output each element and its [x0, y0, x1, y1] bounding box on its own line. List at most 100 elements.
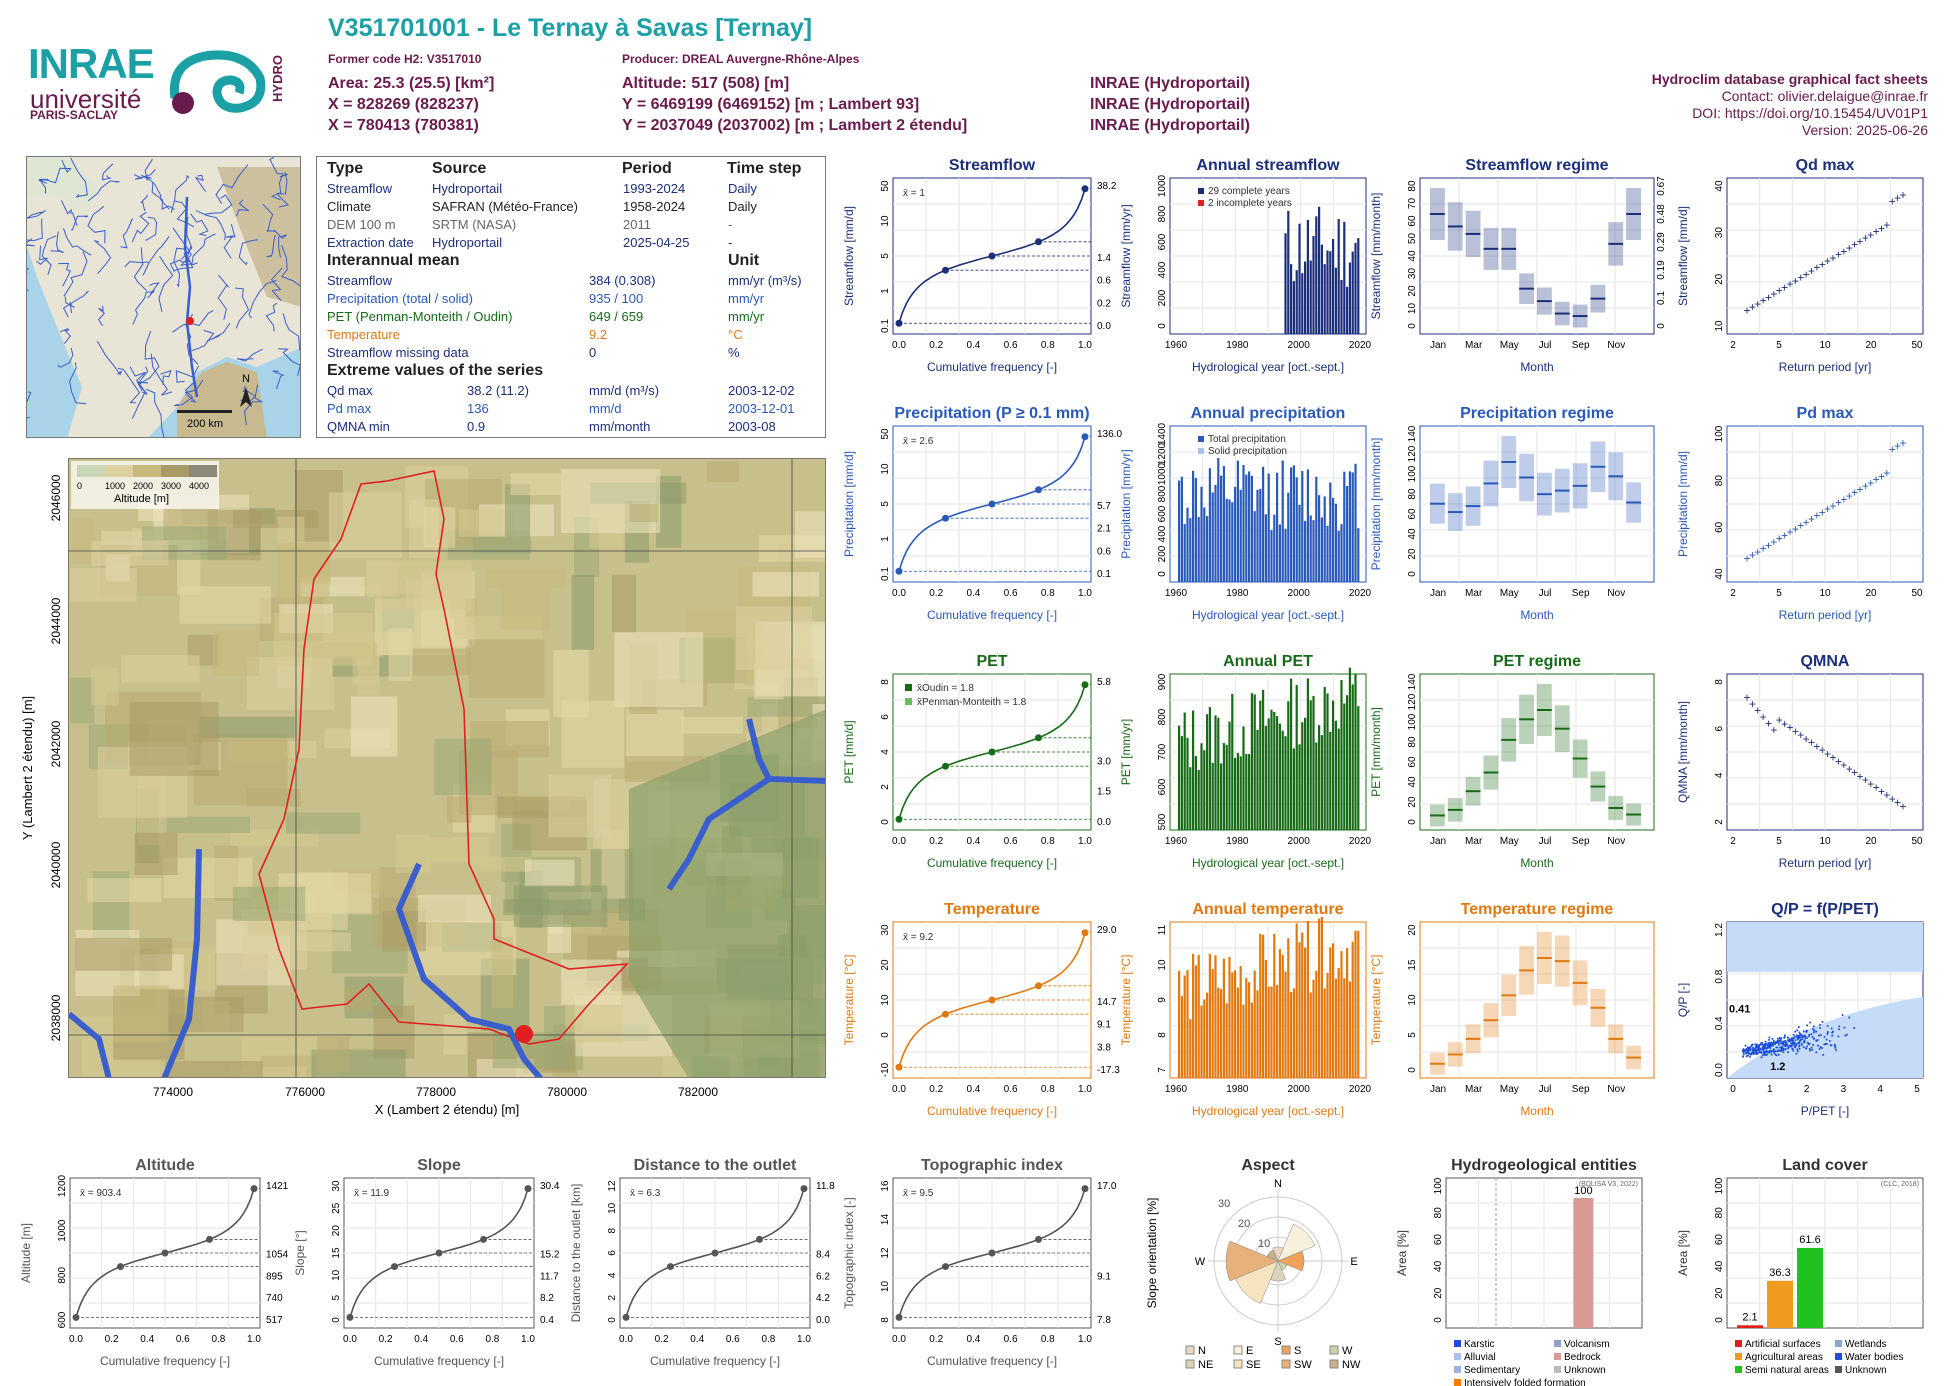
river-line — [234, 287, 250, 329]
direction-label: S — [1274, 1336, 1281, 1348]
annual_pet-chart: Annual PET Hydrological year [oct.-sept.]… — [1119, 653, 1372, 870]
y-tick: 11 — [1157, 924, 1168, 935]
annual-bar — [1318, 725, 1321, 830]
annual-bar — [1295, 685, 1298, 830]
x-tick: 0.8 — [761, 1334, 775, 1345]
x-tick: 50 — [1911, 340, 1923, 351]
annual-bar — [1192, 710, 1195, 830]
annual-bar — [1320, 735, 1323, 830]
annual-bar — [1354, 463, 1357, 582]
annual-bar — [1228, 499, 1231, 582]
month-tick: Jul — [1539, 1084, 1552, 1095]
terrain-patch — [276, 542, 330, 601]
right-tick: 4.2 — [816, 1293, 830, 1304]
annual-bar — [1267, 718, 1270, 830]
y-tick: 12 — [607, 1180, 618, 1192]
temperature-chart: Temperature Cumulative frequency [-] Tempe… — [842, 901, 1120, 1118]
altitude-legend-swatch — [133, 465, 161, 477]
data-point: + — [1851, 238, 1858, 252]
river-line — [142, 236, 170, 276]
y-tick: 600 — [1157, 233, 1168, 250]
annual-bar — [1340, 679, 1343, 830]
annual-bar — [1309, 260, 1312, 334]
data-point — [1771, 1044, 1774, 1047]
data-point — [1826, 1031, 1829, 1034]
month-tick: May — [1500, 836, 1519, 847]
annual-bar — [1192, 470, 1195, 582]
river-line — [144, 330, 160, 379]
x-tick: 0.8 — [1041, 1084, 1055, 1095]
qp_ppet-chart: Q/P = f(P/PET) P/PET [-] Q/P [-] 0 1 2 3 4 5 1.2 0… — [1676, 901, 1924, 1118]
y-axis-label: Temperature [°C] — [1369, 955, 1383, 1046]
river-line — [57, 347, 74, 368]
terrain-patch — [376, 560, 472, 610]
y-axis-label: Area [%] — [1676, 1230, 1690, 1276]
y-axis-label: Streamflow [mm/d] — [1676, 206, 1690, 306]
river-line — [87, 205, 106, 244]
river-line — [236, 199, 250, 217]
river-line — [190, 213, 209, 236]
river-line — [184, 379, 204, 403]
version: Version: 2025-06-26 — [1801, 122, 1928, 138]
annual-bar — [1267, 473, 1270, 582]
data-point — [1834, 1046, 1837, 1049]
col-type: Type — [327, 160, 364, 177]
x-tick: 0.4 — [690, 1334, 704, 1345]
contact[interactable]: Contact: olivier.delaigue@inrae.fr — [1721, 88, 1928, 104]
chart-title: PET — [976, 653, 1007, 670]
annual-bar — [1315, 476, 1318, 582]
x-axis-label: P/PET [-] — [1801, 1104, 1849, 1118]
river-line — [60, 200, 78, 227]
data-point — [1819, 1024, 1822, 1027]
data-point: + — [1770, 723, 1777, 737]
y-tick: 20 — [1407, 285, 1418, 297]
annual-bar — [1281, 954, 1284, 1078]
x-lambert93: X = 828269 (828237) — [328, 96, 479, 113]
data-point — [1790, 1042, 1793, 1045]
data-point: + — [1856, 769, 1863, 783]
data-point: + — [1883, 788, 1890, 802]
river-line — [150, 353, 173, 396]
data-point — [1841, 1014, 1844, 1017]
y-tick: 140 — [1407, 425, 1418, 442]
annual-bar — [1186, 970, 1189, 1078]
data-point — [1770, 1053, 1773, 1056]
data-point — [1785, 1042, 1788, 1045]
annual-bar — [1348, 471, 1351, 582]
data-point: + — [1899, 436, 1906, 450]
river-line — [63, 251, 88, 297]
x-tick: 1960 — [1165, 1084, 1188, 1095]
river-line — [133, 169, 156, 180]
annual-bar — [1248, 754, 1251, 830]
river-line — [101, 163, 114, 181]
doi-link[interactable]: DOI: https://doi.org/10.15454/UV01P1 — [1692, 105, 1928, 121]
data-point — [1783, 1034, 1786, 1037]
annual-bar — [1306, 678, 1309, 830]
data-point — [1826, 1024, 1829, 1027]
data-point — [1823, 1043, 1826, 1046]
altitude-legend-swatch — [77, 465, 105, 477]
right-tick: 136.0 — [1097, 429, 1122, 440]
data-point — [1818, 1026, 1821, 1029]
annual-bar — [1217, 717, 1220, 830]
chart-title: Topographic index — [921, 1157, 1063, 1174]
x-tick: 2000 — [1288, 588, 1311, 599]
y-tick: 0 — [1407, 819, 1418, 825]
y-tick: 15 — [331, 1247, 342, 1259]
y-axis-label: Streamflow [mm/yr] — [1119, 204, 1133, 307]
terrain-patch — [571, 575, 595, 650]
mean-row: PET (Penman-Monteith / Oudin) 649 / 659 mm… — [327, 308, 765, 324]
y-axis-label: PET [mm/yr] — [1119, 719, 1133, 785]
y-tick: 200 — [1157, 545, 1168, 562]
x-tick: 5 — [1914, 1084, 1920, 1095]
annual-bar — [1234, 486, 1237, 582]
x-tick: 0.4 — [414, 1334, 428, 1345]
chart-title: Qd max — [1796, 157, 1855, 174]
chart-title: PET regime — [1493, 653, 1581, 670]
y-tick: 20 — [1433, 1287, 1444, 1299]
legend-label: Sedimentary — [1464, 1365, 1520, 1376]
terrain-patch — [735, 606, 813, 670]
info-row: Extraction date Hydroportail 2025-04-25- — [327, 234, 733, 250]
river-line — [174, 382, 195, 407]
annual-bar — [1292, 465, 1295, 582]
